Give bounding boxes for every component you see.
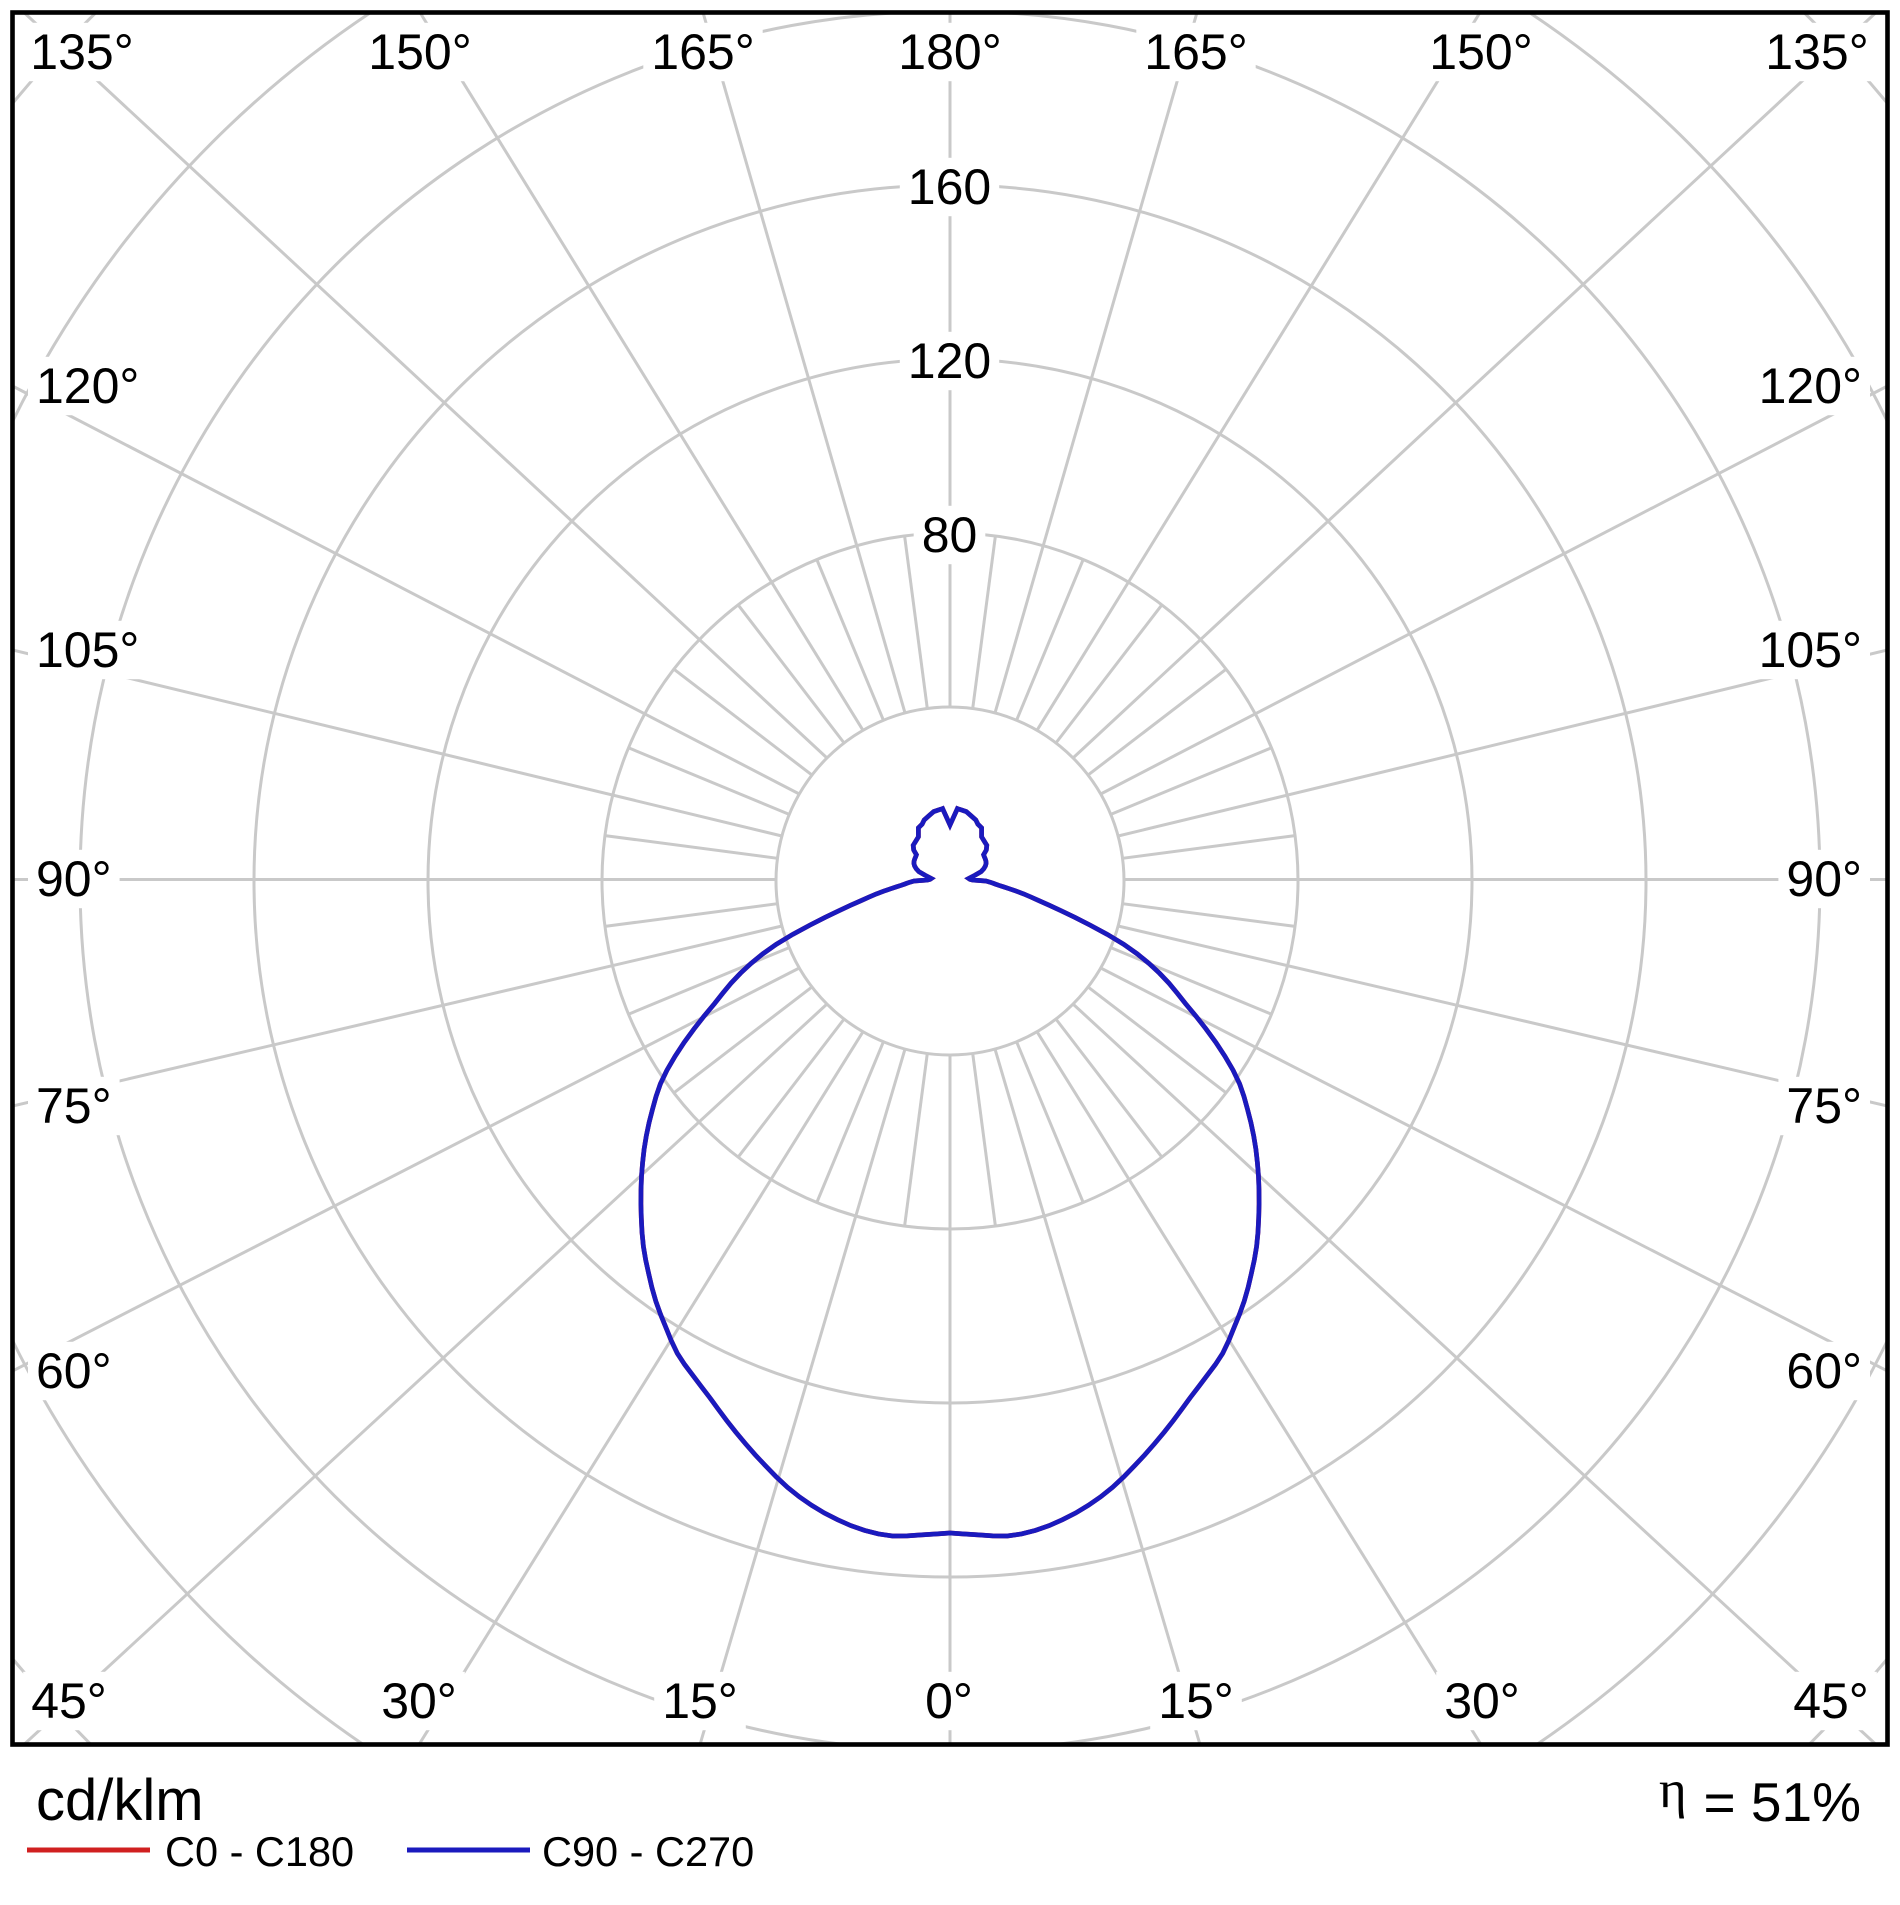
svg-text:75°: 75° bbox=[36, 1078, 112, 1134]
svg-text:120°: 120° bbox=[36, 358, 139, 414]
svg-text:15°: 15° bbox=[662, 1673, 738, 1729]
svg-text:120°: 120° bbox=[1759, 358, 1862, 414]
svg-text:90°: 90° bbox=[1786, 851, 1862, 907]
svg-text:165°: 165° bbox=[1144, 24, 1247, 80]
svg-text:135°: 135° bbox=[1765, 24, 1868, 80]
svg-text:80: 80 bbox=[922, 507, 978, 563]
svg-text:120: 120 bbox=[908, 333, 991, 389]
svg-text:30°: 30° bbox=[381, 1673, 457, 1729]
svg-text:45°: 45° bbox=[1793, 1673, 1869, 1729]
svg-text:C0 - C180: C0 - C180 bbox=[165, 1828, 354, 1875]
svg-text:75°: 75° bbox=[1786, 1078, 1862, 1134]
svg-text:η: η bbox=[1659, 1761, 1687, 1819]
svg-text:105°: 105° bbox=[36, 622, 139, 678]
svg-text:C90 - C270: C90 - C270 bbox=[542, 1828, 754, 1875]
svg-text:cd/klm: cd/klm bbox=[36, 1768, 204, 1833]
svg-text:= 51%: = 51% bbox=[1704, 1771, 1861, 1833]
svg-text:15°: 15° bbox=[1158, 1673, 1234, 1729]
svg-text:135°: 135° bbox=[30, 24, 133, 80]
svg-text:150°: 150° bbox=[1429, 24, 1532, 80]
svg-text:150°: 150° bbox=[368, 24, 471, 80]
svg-text:180°: 180° bbox=[898, 24, 1001, 80]
svg-text:105°: 105° bbox=[1759, 622, 1862, 678]
svg-text:30°: 30° bbox=[1444, 1673, 1520, 1729]
svg-text:165°: 165° bbox=[651, 24, 754, 80]
svg-text:45°: 45° bbox=[31, 1673, 107, 1729]
svg-text:60°: 60° bbox=[1786, 1343, 1862, 1399]
svg-text:0°: 0° bbox=[925, 1673, 973, 1729]
svg-text:160: 160 bbox=[908, 159, 991, 215]
svg-text:90°: 90° bbox=[36, 851, 112, 907]
svg-text:60°: 60° bbox=[36, 1343, 112, 1399]
